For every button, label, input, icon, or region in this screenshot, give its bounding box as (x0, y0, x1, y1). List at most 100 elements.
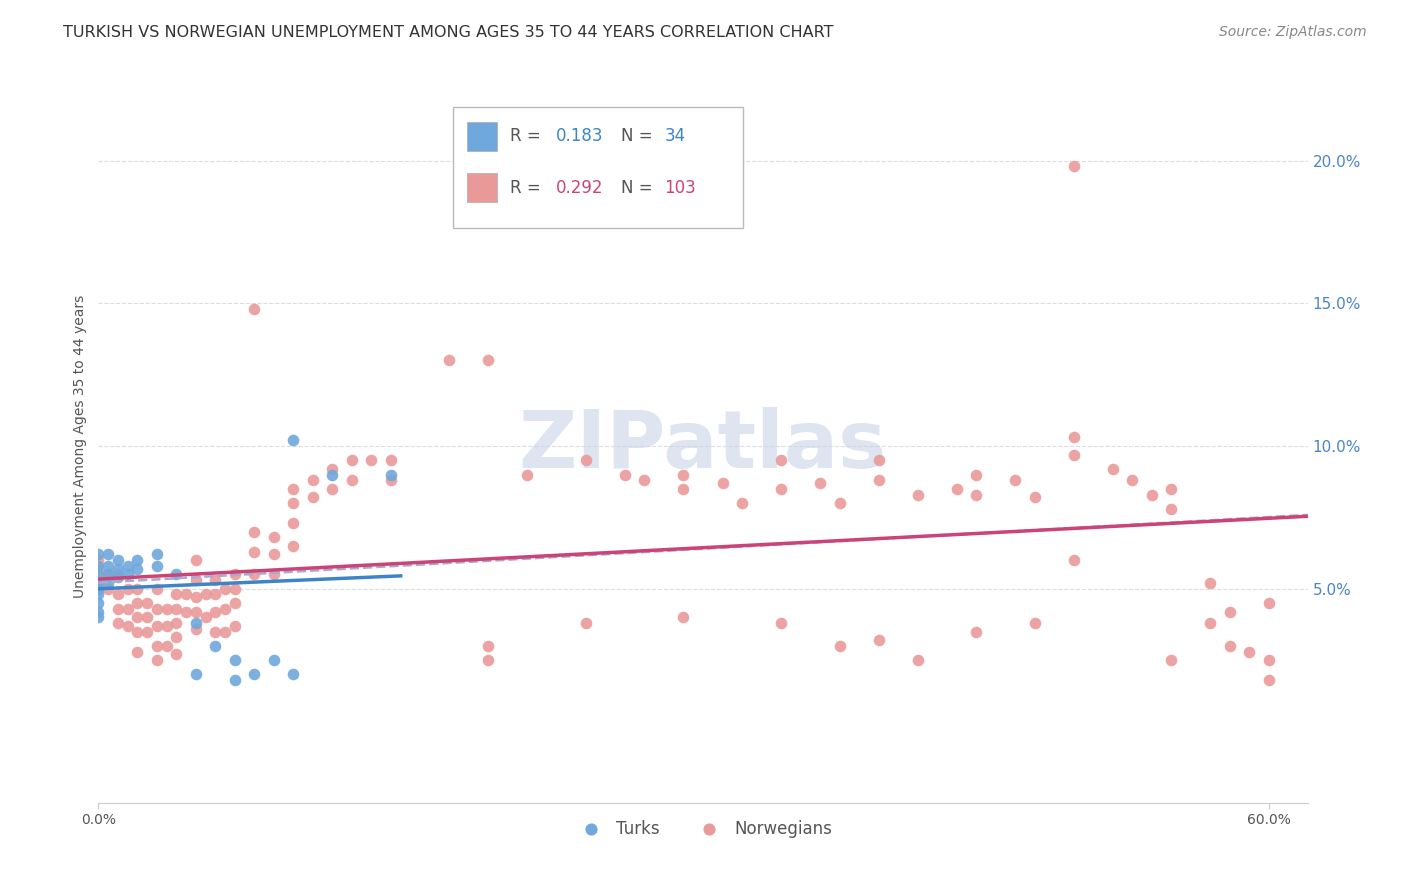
Point (243, 544, 266, 558)
Point (439, 353, 461, 368)
Point (224, 619, 246, 633)
Point (87, 553, 110, 567)
Point (283, 434, 305, 448)
Point (1160, 482, 1182, 496)
Text: R =: R = (509, 128, 546, 145)
Point (965, 624, 987, 639)
Point (283, 482, 305, 496)
Point (174, 605, 197, 619)
Point (224, 596, 246, 610)
Point (1160, 653, 1182, 667)
Point (243, 524, 266, 539)
Point (165, 587, 187, 601)
Point (672, 610, 695, 624)
Text: N =: N = (621, 178, 658, 196)
Point (1199, 576, 1222, 591)
Point (672, 482, 695, 496)
Point (107, 601, 129, 615)
Point (87, 587, 110, 601)
Point (146, 558, 169, 573)
Point (165, 630, 187, 644)
Point (127, 610, 149, 624)
Text: ZIPatlas: ZIPatlas (519, 407, 887, 485)
Point (184, 573, 207, 587)
Point (117, 558, 139, 573)
Point (194, 587, 217, 601)
Point (965, 467, 987, 482)
Point (127, 562, 149, 576)
Point (87, 562, 110, 576)
Legend: Turks, Norwegians: Turks, Norwegians (567, 814, 839, 845)
Point (283, 496, 305, 510)
Point (380, 467, 402, 482)
Point (165, 648, 187, 662)
Point (1004, 473, 1026, 487)
Point (214, 582, 236, 596)
Point (165, 601, 187, 615)
Point (97, 567, 120, 582)
Point (87, 596, 110, 610)
Point (263, 530, 285, 544)
Point (184, 591, 207, 605)
Point (1257, 673, 1279, 687)
Point (1101, 462, 1123, 476)
Point (117, 601, 139, 615)
Point (1219, 605, 1241, 619)
Point (283, 539, 305, 553)
Text: Source: ZipAtlas.com: Source: ZipAtlas.com (1219, 25, 1367, 39)
Point (87, 605, 110, 619)
Point (146, 582, 169, 596)
Point (1257, 596, 1279, 610)
Point (127, 596, 149, 610)
Point (117, 619, 139, 633)
Point (87, 582, 110, 596)
Text: TURKISH VS NORWEGIAN UNEMPLOYMENT AMONG AGES 35 TO 44 YEARS CORRELATION CHART: TURKISH VS NORWEGIAN UNEMPLOYMENT AMONG … (63, 25, 834, 40)
Point (263, 653, 285, 667)
Point (340, 453, 363, 467)
Point (243, 667, 266, 681)
Point (107, 570, 129, 584)
Point (107, 587, 129, 601)
Point (283, 516, 305, 530)
Point (283, 667, 305, 681)
Point (214, 601, 236, 615)
Point (224, 582, 246, 596)
Point (127, 644, 149, 658)
Point (156, 639, 179, 653)
Point (1024, 615, 1046, 630)
Point (97, 558, 120, 573)
Point (97, 567, 120, 582)
Point (263, 567, 285, 582)
Point (204, 605, 226, 619)
Point (477, 353, 499, 368)
Point (380, 473, 402, 487)
Point (204, 573, 226, 587)
Point (224, 567, 246, 582)
Point (136, 596, 159, 610)
Text: 0.292: 0.292 (555, 178, 603, 196)
Point (1219, 639, 1241, 653)
Point (868, 453, 890, 467)
Point (97, 582, 120, 596)
Point (146, 619, 169, 633)
Point (146, 548, 169, 562)
Point (87, 573, 110, 587)
Point (204, 624, 226, 639)
Text: 0.183: 0.183 (555, 128, 603, 145)
Point (87, 610, 110, 624)
Y-axis label: Unemployment Among Ages 35 to 44 years: Unemployment Among Ages 35 to 44 years (73, 294, 87, 598)
Point (204, 639, 226, 653)
Point (808, 476, 831, 491)
Point (1063, 448, 1085, 462)
Point (127, 624, 149, 639)
Point (87, 576, 110, 591)
Point (184, 605, 207, 619)
Point (516, 467, 538, 482)
Point (907, 487, 929, 501)
Point (127, 553, 149, 567)
Point (184, 615, 207, 630)
Point (672, 467, 695, 482)
Point (1199, 615, 1222, 630)
Point (243, 301, 266, 316)
Text: 34: 34 (664, 128, 686, 145)
